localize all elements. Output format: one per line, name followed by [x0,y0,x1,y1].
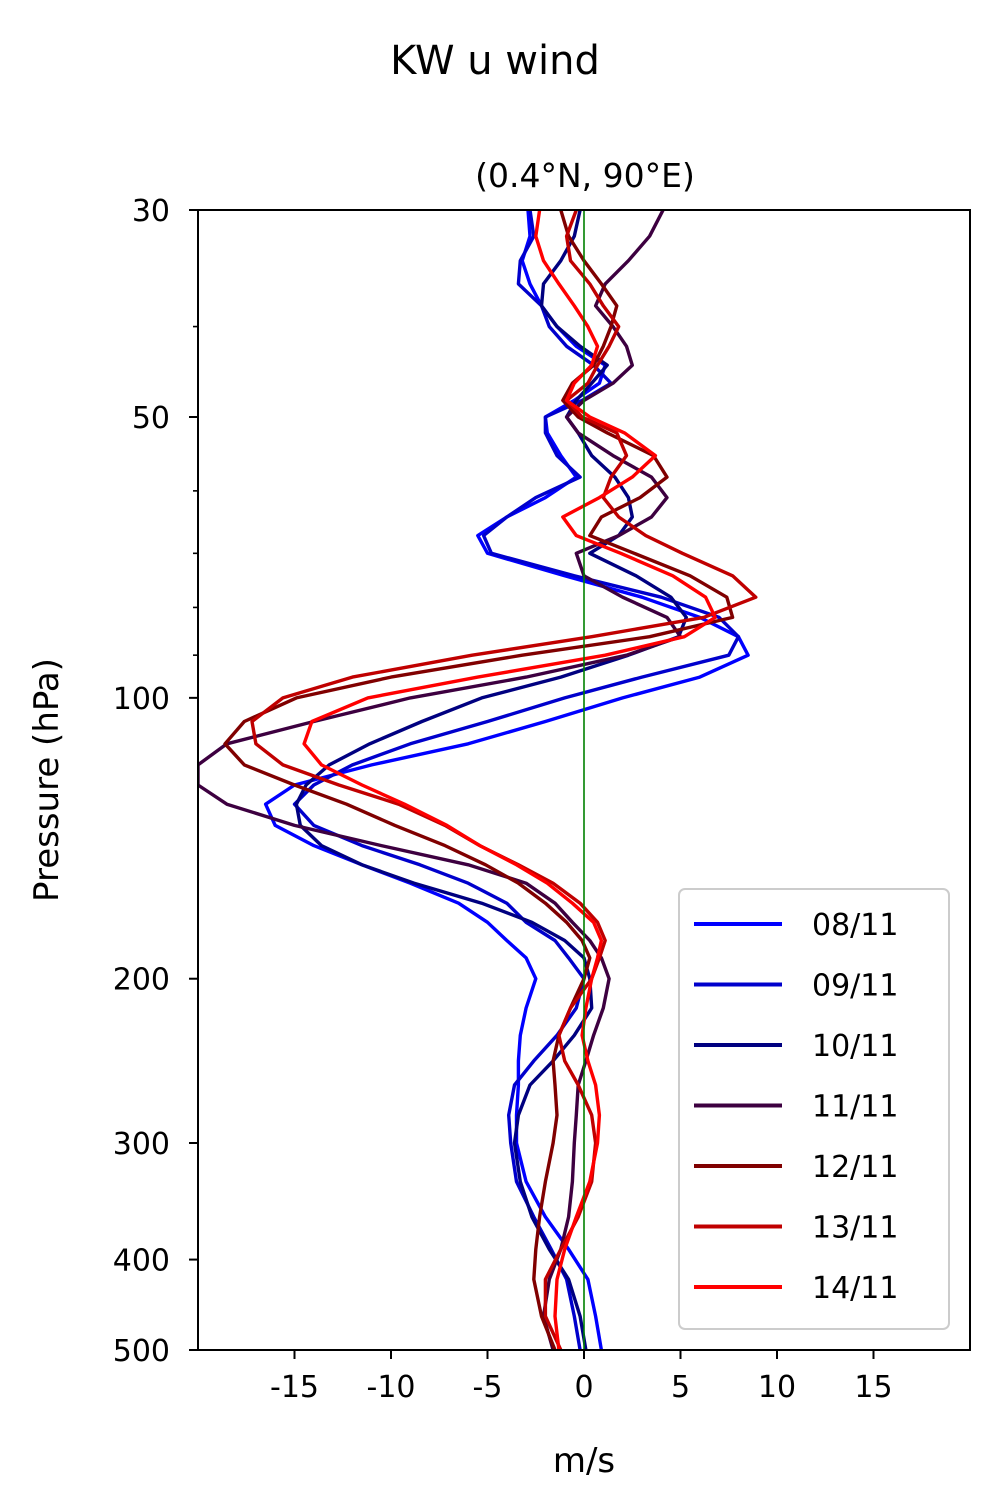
series-line-3 [294,210,688,1350]
series-line-6 [250,210,758,1350]
x-axis: -15 -10 -5 0 5 10 15 [270,1350,893,1405]
legend-label: 10/11 [812,1029,898,1064]
legend-label: 12/11 [812,1150,898,1185]
y-axis-label: Pressure (hPa) [27,658,67,902]
chart-title: KW u wind [390,38,600,84]
series-line-7 [302,210,717,1350]
series-line-1 [263,210,750,1350]
series-layer [198,210,758,1350]
x-tick-label: -15 [270,1370,319,1405]
x-axis-label: m/s [553,1441,615,1481]
chart-subtitle: (0.4°N, 90°E) [475,156,695,195]
y-tick-label: 500 [113,1334,170,1369]
y-tick-label: 30 [132,194,170,229]
y-axis: 30 50 100 200 300 400 500 [113,194,198,1369]
series-line-5 [223,210,735,1350]
legend: 08/11 09/11 10/11 11/11 12/11 13/11 14/11 [678,888,950,1330]
legend-frame [678,888,950,1330]
x-tick-label: 0 [574,1370,593,1405]
legend-label: 13/11 [812,1211,898,1246]
legend-label: 09/11 [812,969,898,1004]
y-tick-label: 200 [113,963,170,998]
x-tick-label: 10 [758,1370,796,1405]
x-tick-label: -10 [367,1370,416,1405]
legend-label: 14/11 [812,1271,898,1306]
y-tick-label: 100 [113,682,170,717]
x-tick-label: -5 [473,1370,503,1405]
x-tick-label: 15 [854,1370,892,1405]
legend-label: 11/11 [812,1090,898,1125]
y-tick-label: 50 [132,401,170,436]
y-tick-label: 400 [113,1244,170,1279]
legend-label: 08/11 [812,908,898,943]
series-line-2 [292,210,741,1350]
y-tick-label: 300 [113,1127,170,1162]
x-tick-label: 5 [671,1370,690,1405]
